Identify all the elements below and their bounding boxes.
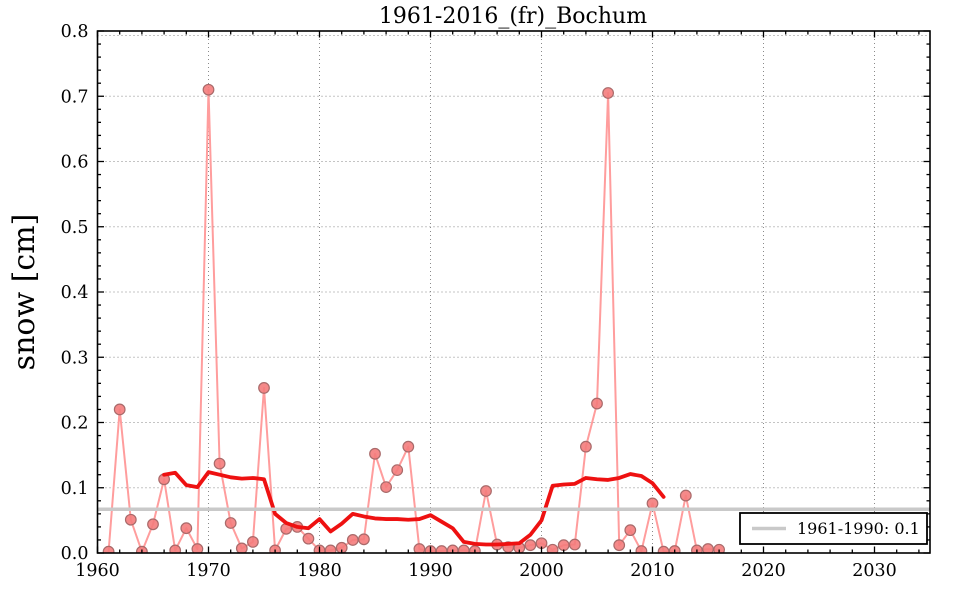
data-point: [457, 544, 470, 553]
data-point: [524, 539, 537, 552]
data-point: [258, 382, 270, 394]
x-tick-label: 1970: [186, 561, 231, 581]
data-point: [691, 544, 703, 553]
data-point: [346, 534, 359, 546]
y-tick-label: 0.5: [61, 218, 89, 238]
data-point: [602, 87, 614, 99]
data-point: [302, 532, 315, 545]
tick-layer: [96, 30, 930, 554]
data-point: [358, 533, 370, 546]
data-point: [668, 545, 681, 553]
data-point: [246, 536, 259, 548]
x-tick-label: 2000: [519, 561, 564, 581]
rolling-mean-line: [162, 470, 666, 547]
data-point: [391, 464, 404, 477]
tick-label-layer: 1960 1970 1980 1990 2000 2010 2020 2030 0.0 0.1 0.…: [61, 22, 897, 581]
y-tick-label: 0.8: [61, 22, 89, 42]
data-point: [124, 513, 137, 526]
data-point: [169, 544, 182, 553]
x-tick-label: 2010: [630, 561, 675, 581]
chart-title: 1961-2016_(fr)_Bochum: [379, 4, 647, 29]
data-point: [480, 485, 492, 497]
data-point: [324, 544, 337, 553]
data-point: [435, 545, 448, 553]
data-point: [557, 539, 570, 552]
legend-label: 1961-1990: 0.1: [797, 519, 920, 538]
x-tick-label: 1990: [408, 561, 453, 581]
x-tick-label: 1960: [75, 561, 120, 581]
data-point: [335, 541, 348, 553]
data-point: [102, 545, 115, 553]
data-layer: [97, 83, 930, 553]
y-tick-label: 0.6: [61, 153, 89, 173]
y-tick-label: 0.3: [61, 348, 89, 368]
grid-layer: [97, 31, 930, 553]
y-tick-label: 0.4: [61, 283, 89, 303]
data-point: [369, 447, 381, 460]
data-point: [269, 544, 281, 553]
data-point: [713, 543, 725, 553]
data-point: [546, 543, 559, 553]
data-point: [380, 481, 393, 493]
data-point: [635, 545, 648, 553]
y-tick-label: 0.7: [61, 87, 89, 107]
data-point: [224, 517, 237, 529]
x-tick-label: 2030: [852, 561, 897, 581]
data-point: [402, 440, 415, 453]
data-point: [180, 522, 193, 535]
x-tick-label: 2020: [741, 561, 786, 581]
data-point: [613, 539, 626, 552]
data-point: [568, 538, 581, 551]
legend: 1961-1990: 0.1: [739, 512, 928, 545]
data-point: [646, 497, 659, 510]
data-point: [591, 397, 603, 410]
y-axis-label: snow [cm]: [7, 214, 42, 371]
data-point: [235, 542, 248, 553]
data-point: [413, 543, 426, 553]
data-point: [202, 83, 215, 96]
y-tick-label: 0.0: [61, 544, 89, 564]
data-point: [191, 543, 204, 553]
data-point: [147, 518, 159, 531]
data-point: [657, 545, 670, 553]
data-point: [213, 457, 226, 470]
data-point: [679, 489, 692, 502]
y-tick-label: 0.1: [61, 479, 89, 499]
y-tick-label: 0.2: [61, 414, 89, 434]
data-point: [113, 403, 126, 416]
x-tick-label: 1980: [297, 561, 342, 581]
data-point: [624, 524, 637, 537]
data-point: [580, 440, 592, 453]
annual-snow-line: [107, 88, 720, 553]
